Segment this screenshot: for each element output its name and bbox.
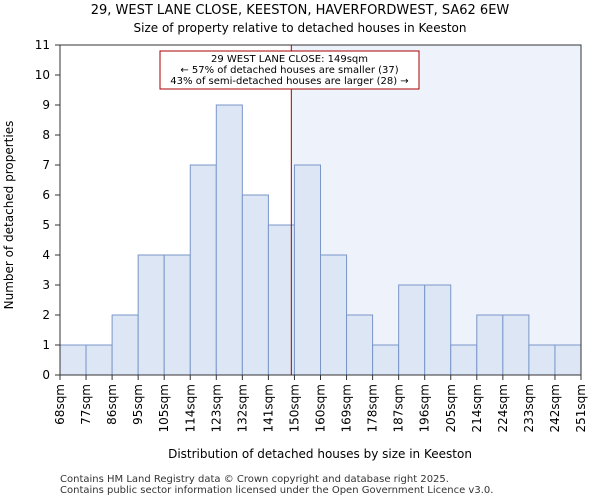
histogram-bar (241, 194, 269, 376)
y-axis-label: Number of detached properties (2, 121, 16, 310)
histogram-bar (398, 284, 426, 376)
x-tick-label: 178sqm (366, 384, 380, 432)
histogram-bar (163, 254, 191, 376)
annotation-box (159, 50, 420, 90)
y-tick-label: 9 (42, 98, 50, 112)
x-tick-label: 68sqm (53, 384, 67, 425)
x-tick-label: 77sqm (79, 384, 93, 425)
histogram-bar (293, 164, 322, 376)
histogram-bar (476, 314, 504, 376)
y-tick-label: 6 (42, 188, 50, 202)
y-tick-label: 8 (42, 128, 50, 142)
x-tick-label: 86sqm (105, 384, 119, 425)
x-tick-label: 224sqm (496, 384, 510, 432)
histogram-bar (502, 314, 530, 376)
x-tick-label: 214sqm (470, 384, 484, 432)
x-tick-label: 196sqm (418, 384, 432, 432)
footer-line-1: Contains HM Land Registry data © Crown c… (60, 474, 449, 485)
x-tick-label: 114sqm (183, 384, 197, 432)
histogram-bar (215, 104, 243, 376)
y-tick-label: 5 (42, 218, 50, 232)
y-tick-label: 11 (35, 38, 50, 52)
x-tick-label: 205sqm (444, 384, 458, 432)
chart-title: 29, WEST LANE CLOSE, KEESTON, HAVERFORDW… (91, 3, 510, 18)
x-axis-label: Distribution of detached houses by size … (168, 447, 472, 461)
x-tick-label: 169sqm (340, 384, 354, 432)
y-tick-label: 10 (35, 68, 50, 82)
histogram-bar (320, 254, 348, 376)
x-tick-label: 141sqm (261, 384, 275, 432)
histogram-bar (424, 284, 452, 376)
histogram-bar (267, 224, 295, 376)
histogram-bar (528, 344, 556, 376)
x-tick-label: 251sqm (574, 384, 588, 432)
x-tick-label: 187sqm (392, 384, 406, 432)
y-tick-label: 2 (42, 308, 50, 322)
x-tick-label: 95sqm (131, 384, 145, 425)
chart-subtitle: Size of property relative to detached ho… (134, 21, 467, 35)
x-tick-label: 123sqm (209, 384, 223, 432)
x-tick-label: 150sqm (287, 384, 301, 432)
y-tick-label: 1 (42, 338, 50, 352)
y-tick-label: 0 (42, 368, 50, 382)
x-tick-label: 132sqm (235, 384, 249, 432)
x-tick-label: 160sqm (314, 384, 328, 432)
histogram-bar (346, 314, 374, 376)
y-tick-label: 3 (42, 278, 50, 292)
histogram-bar (189, 164, 217, 376)
y-tick-label: 4 (42, 248, 50, 262)
annotation-line-1: 29 WEST LANE CLOSE: 149sqm (211, 54, 368, 65)
footer-line-2: Contains public sector information licen… (60, 485, 494, 496)
histogram-bar (137, 254, 165, 376)
x-tick-label: 233sqm (522, 384, 536, 432)
annotation-line-3: 43% of semi-detached houses are larger (… (170, 76, 408, 87)
x-tick-label: 242sqm (548, 384, 562, 432)
histogram-bar (59, 344, 87, 376)
histogram-bar (111, 314, 139, 376)
histogram-bar (450, 344, 478, 376)
histogram-bar (372, 344, 400, 376)
histogram-bar (554, 344, 582, 376)
annotation-line-2: ← 57% of detached houses are smaller (37… (180, 65, 398, 76)
x-tick-label: 105sqm (157, 384, 171, 432)
histogram-bar (85, 344, 113, 376)
y-tick-label: 7 (42, 158, 50, 172)
